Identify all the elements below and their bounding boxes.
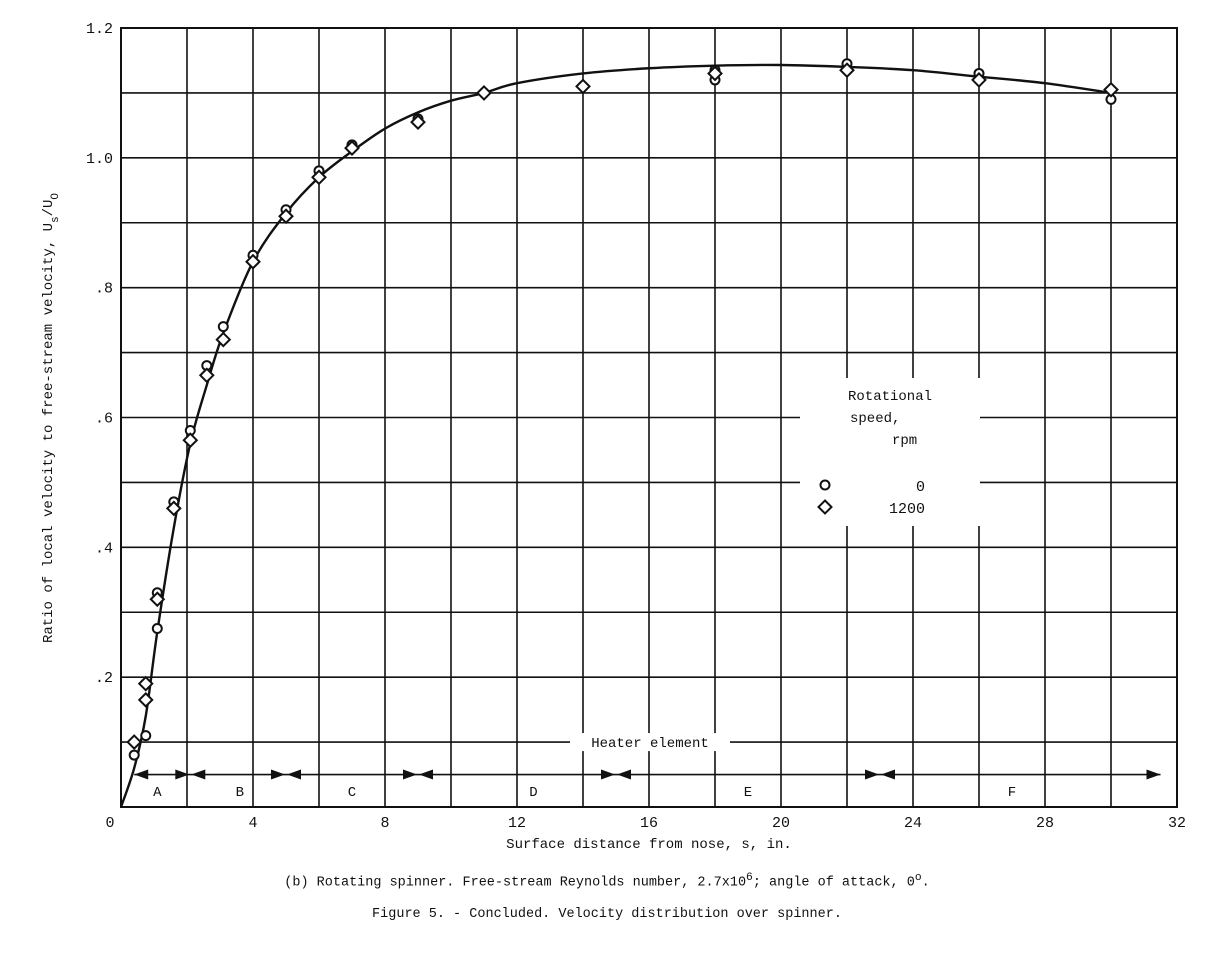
y-tick-label: .4 [95, 540, 113, 557]
legend-entry-label: 1200 [889, 501, 925, 518]
y-tick-label: 1.2 [86, 21, 113, 38]
subfigure-caption-end: . [921, 875, 930, 891]
x-tick-label: 0 [105, 815, 114, 832]
arrow-left-icon [419, 769, 433, 780]
legend-diamond-icon [817, 499, 833, 515]
x-tick-label: 24 [904, 815, 922, 832]
x-axis-label: Surface distance from nose, s, in. [506, 837, 792, 853]
arrow-left-icon [881, 769, 895, 780]
subfigure-caption-tail: ; angle of attack, 0 [752, 875, 915, 891]
arrow-right-icon [175, 769, 190, 780]
diamond-marker-icon [198, 367, 215, 384]
arrow-left-icon [191, 769, 206, 780]
arrow-right-icon [865, 769, 879, 780]
plot-frame [120, 27, 1178, 808]
x-tick-label: 4 [248, 815, 257, 832]
x-tick-label: 32 [1168, 815, 1186, 832]
circle-marker-icon [151, 622, 163, 634]
figure-caption: Figure 5. - Concluded. Velocity distribu… [372, 907, 842, 922]
diamond-marker-icon [344, 140, 360, 157]
arrow-right-icon [1146, 769, 1161, 780]
circle-marker-icon [128, 749, 140, 761]
heater-label-bg [570, 733, 730, 752]
data-points [126, 58, 1119, 761]
diamond-marker-icon [410, 114, 426, 131]
diamond-marker-icon [311, 169, 327, 186]
heater-element-label: Heater element [591, 736, 709, 752]
subfigure-caption-text: (b) Rotating spinner. Free-stream Reynol… [284, 875, 747, 891]
segment-label-d: D [529, 785, 537, 801]
segment-label-e: E [744, 785, 752, 801]
legend-entry-label: 0 [916, 479, 925, 496]
diamond-marker-icon [707, 65, 723, 82]
diamond-marker-icon [575, 78, 591, 95]
arrow-left-icon [617, 769, 631, 780]
exponent: 6 [746, 872, 753, 884]
diamond-marker-icon [149, 591, 166, 608]
arrow-right-icon [271, 769, 285, 780]
diamond-marker-icon [126, 734, 143, 750]
legend-box [800, 378, 980, 526]
arrow-left-icon [134, 769, 149, 780]
degree-symbol: o [914, 872, 922, 884]
x-tick-label: 16 [640, 815, 658, 832]
legend: Rotational speed, rpm 0 1200 [817, 389, 932, 518]
arrow-right-icon [601, 769, 615, 780]
x-tick-label: 12 [508, 815, 526, 832]
legend-circle-icon [819, 479, 831, 491]
legend-title-line: rpm [892, 433, 917, 449]
diamond-marker-icon [182, 432, 199, 449]
legend-background [800, 378, 980, 526]
heater-annotations: Heater element A B C D E F [134, 733, 1161, 801]
arrow-left-icon [287, 769, 301, 780]
diamond-marker-icon [839, 62, 855, 79]
axes: 0 4 8 12 16 20 24 28 32 .2 .4 .6 .8 1.0 1.2 [86, 21, 1186, 832]
legend-title-line: Rotational [848, 389, 932, 405]
y-tick-label: .6 [95, 411, 113, 428]
diamond-marker-icon [971, 72, 987, 88]
diamond-marker-icon [165, 500, 182, 517]
y-tick-label: .2 [95, 670, 113, 687]
circle-marker-icon [140, 730, 152, 742]
diamond-marker-icon [215, 331, 232, 348]
x-tick-label: 20 [772, 815, 790, 832]
segment-label-c: C [348, 785, 356, 801]
arrow-right-icon [403, 769, 417, 780]
y-tick-label: .8 [95, 281, 113, 298]
segment-label-f: F [1008, 785, 1016, 801]
diamond-marker-icon [476, 85, 492, 101]
diamond-marker-icon [245, 253, 261, 270]
grid [121, 28, 1177, 807]
circle-marker-icon [217, 321, 229, 333]
y-tick-label: 1.0 [86, 151, 113, 168]
x-tick-label: 28 [1036, 815, 1054, 832]
diamond-marker-icon [1103, 81, 1119, 98]
diamond-marker-icon [278, 208, 294, 225]
segment-label-b: B [236, 785, 244, 801]
diamond-marker-icon [137, 691, 154, 708]
segment-label-a: A [153, 785, 162, 801]
x-tick-label: 8 [380, 815, 389, 832]
diamond-marker-icon [137, 675, 154, 692]
subfigure-caption: (b) Rotating spinner. Free-stream Reynol… [0, 872, 1214, 891]
y-axis-label: Ratio of local velocity to free-stream v… [41, 193, 62, 644]
legend-title-line: speed, [850, 411, 900, 427]
